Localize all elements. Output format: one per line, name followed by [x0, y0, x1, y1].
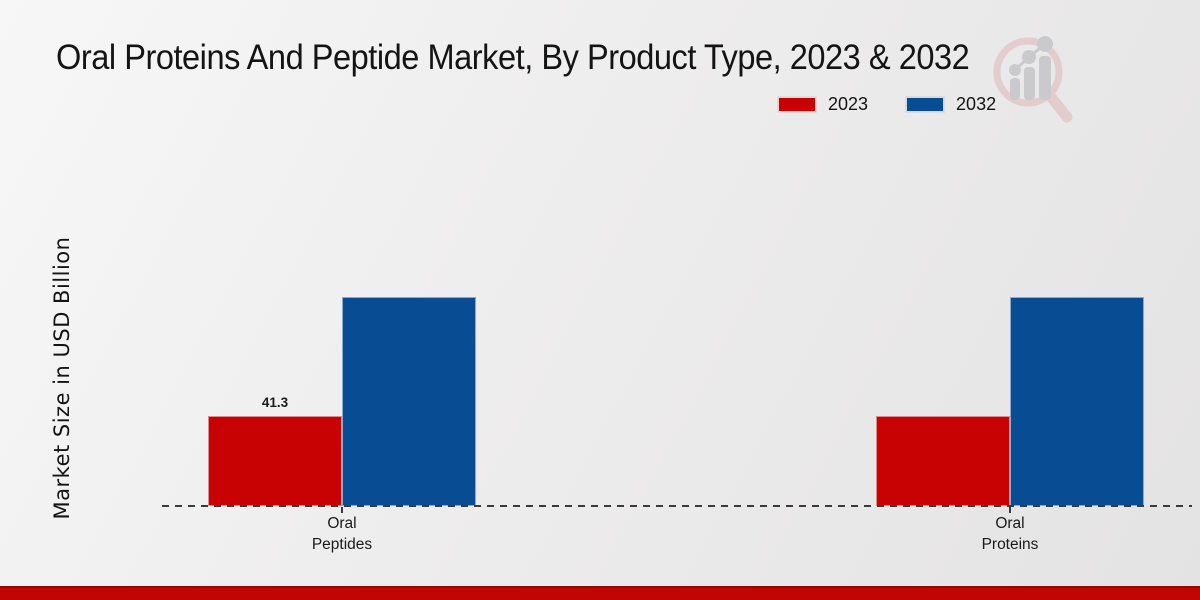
magnifier-bar-chart-logo-icon — [993, 36, 1073, 123]
bar-2032-oral-peptides — [342, 297, 476, 506]
bar-2023-oral-peptides — [208, 416, 342, 506]
footer-accent-band — [0, 586, 1200, 600]
x-axis-tick — [341, 507, 343, 513]
legend-label-2032: 2032 — [956, 94, 997, 114]
legend-item-2023: 2023 — [778, 94, 868, 115]
category-label-oral-proteins: Oral Proteins — [981, 515, 1039, 553]
x-axis-tick — [1009, 507, 1011, 513]
bar-2023-oral-proteins — [876, 416, 1010, 506]
bar-2032-oral-proteins — [1010, 297, 1144, 506]
legend-swatch-2023 — [778, 97, 816, 112]
bar-value-label: 41.3 — [261, 395, 289, 410]
chart-title: Oral Proteins And Peptide Market, By Pro… — [56, 38, 970, 77]
x-axis-baseline — [162, 505, 1192, 507]
legend-label-2023: 2023 — [828, 94, 869, 114]
legend-swatch-2032 — [906, 97, 945, 112]
legend-item-2032: 2032 — [906, 94, 996, 115]
category-label-oral-peptides: Oral Peptides — [311, 515, 373, 553]
legend: 2023 2032 — [778, 94, 996, 115]
